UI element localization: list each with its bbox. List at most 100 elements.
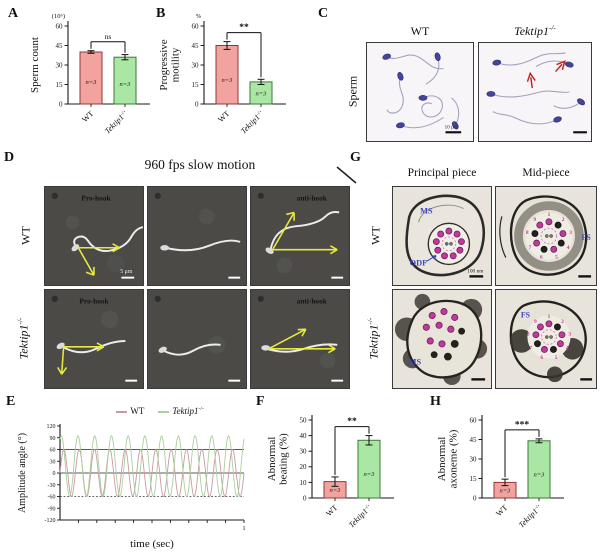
dark-clumps: [430, 327, 466, 361]
svg-text:beating (%): beating (%): [278, 433, 290, 485]
svg-text:1: 1: [548, 212, 551, 218]
panel-a-label: A: [8, 6, 19, 21]
panel-g-ko-principal: MS: [392, 289, 492, 389]
svg-text:60: 60: [470, 416, 478, 424]
scale-bar: [228, 276, 241, 279]
sperm-flagellum: [269, 211, 340, 250]
scale-bar: [445, 131, 462, 134]
panel-c-row-label: Sperm: [345, 75, 360, 108]
sperm-ko-image: [486, 52, 587, 134]
disorganized-doublets: [422, 308, 459, 348]
sperm-wt-image: 10 μm: [382, 52, 462, 134]
frame-image: anti-hook: [257, 192, 344, 279]
panel-f-bar-chart: 0 10 20 30 40 50 Abnormal beating (%) n=3 n=3 ** WT…: [266, 404, 406, 550]
scale-bar: [125, 379, 138, 382]
panel-d-ko-antihook-frame: anti-hook: [250, 289, 350, 389]
svg-text:-30: -30: [48, 483, 56, 489]
svg-text:-60: -60: [48, 495, 56, 501]
prohook-label: Pro-hook: [79, 297, 109, 306]
wt-line-swatch: [116, 410, 128, 413]
svg-text:4: 4: [567, 245, 570, 251]
svg-text:4: 4: [566, 346, 569, 352]
antihook-label: anti-hook: [297, 297, 328, 306]
scale-bar: [578, 275, 592, 278]
svg-text:n=3: n=3: [500, 487, 512, 494]
abnormal-sperm-arrows: [526, 60, 566, 89]
scale-bar: [331, 276, 344, 279]
prohook-label: Pro-hook: [81, 194, 111, 203]
svg-text:45: 45: [56, 42, 64, 50]
svg-text:1: 1: [242, 525, 245, 532]
svg-text:3: 3: [569, 230, 572, 236]
odf-arrow: [426, 255, 437, 262]
panel-c-ko-micrograph: [478, 42, 592, 142]
bar: [527, 440, 551, 499]
panel-h-bar-chart: 0 15 30 45 60 Abnormal axoneme (%) n=3 n=3 *** WT T…: [436, 404, 576, 550]
svg-text:15: 15: [470, 475, 478, 483]
panel-g-label: G: [350, 150, 361, 165]
svg-text:Sperm count: Sperm count: [29, 37, 41, 93]
svg-text:n=3: n=3: [534, 471, 546, 478]
svg-text:-120: -120: [45, 518, 56, 524]
svg-text:n=3: n=3: [120, 81, 132, 88]
panel-c-col-wt: WT: [410, 24, 430, 38]
svg-text:6: 6: [540, 255, 543, 261]
panel-c-wt-micrograph: 10 μm: [366, 42, 474, 142]
svg-text:30: 30: [192, 61, 200, 69]
svg-text:Abnormal: Abnormal: [266, 437, 278, 482]
panel-c-label: C: [318, 6, 329, 21]
svg-text:30: 30: [300, 448, 308, 456]
panel-d-ko-prohook-frame: Pro-hook: [44, 289, 144, 389]
svg-text:60: 60: [56, 22, 64, 30]
svg-text:2: 2: [562, 217, 565, 223]
legend-item-wt: WT: [116, 406, 144, 416]
panel-e-label: E: [6, 394, 16, 409]
svg-text:time (sec): time (sec): [130, 538, 174, 550]
panel-d-wt-mid-frame: [147, 186, 247, 286]
panel-g-col2: Mid-piece: [522, 167, 570, 179]
svg-text:1: 1: [548, 314, 551, 320]
svg-text:50: 50: [300, 416, 308, 424]
panel-c-col-ko: Tektip1-/-: [514, 24, 556, 38]
scale-text: 5 μm: [120, 269, 133, 275]
svg-text:8: 8: [526, 230, 529, 236]
panel-h-label: H: [430, 394, 441, 409]
svg-text:Tektip1-/-: Tektip1-/-: [103, 109, 130, 136]
frame-image: Pro-hook: [51, 295, 138, 382]
panel-d-label: D: [4, 150, 15, 165]
svg-text:7: 7: [529, 346, 532, 352]
svg-text:0: 0: [59, 100, 63, 108]
beat-angle-arrows: [268, 328, 336, 354]
sperm-flagellum: [165, 239, 241, 252]
scale-text: 10 μm: [444, 124, 459, 130]
svg-text:n=3: n=3: [330, 487, 342, 494]
panel-g-col1: Principal piece: [407, 167, 477, 179]
svg-text:***: ***: [515, 420, 530, 430]
scale-bar: [331, 379, 344, 382]
panel-d-wt-prohook-frame: Pro-hook 5 μm: [44, 186, 144, 286]
sperm-head: [160, 245, 170, 251]
sperm-tails: [386, 54, 460, 129]
bar-chart-svg: 0 10 20 30 40 50 Abnormal beating (%) n=3 n=3 ** WT…: [266, 415, 394, 530]
svg-text:Abnormal: Abnormal: [436, 437, 448, 482]
svg-text:6: 6: [540, 355, 543, 361]
panel-e-line-chart: -120 -90 -60 -30 0 30 60 90 120 1 Amplitude angle …: [14, 418, 252, 552]
panel-b-bar-chart: 0 15 30 45 60% Progressive motility n=3 n=3 ** WT T…: [158, 10, 298, 156]
membrane-outline: [406, 299, 483, 379]
svg-text:0: 0: [195, 100, 199, 108]
svg-text:Tektip1-/-: Tektip1-/-: [517, 503, 544, 530]
svg-text:15: 15: [192, 81, 200, 89]
svg-text:%: %: [196, 13, 202, 20]
frame-image: [154, 295, 241, 382]
svg-text:Amplitude angle (°): Amplitude angle (°): [17, 433, 28, 513]
svg-text:Progressive: Progressive: [158, 39, 170, 90]
svg-text:3: 3: [568, 331, 571, 337]
scale-bar: [573, 131, 587, 134]
ms-label: MS: [420, 206, 433, 215]
sperm-flagellum: [163, 343, 221, 356]
bar: [79, 51, 103, 105]
svg-text:WT: WT: [80, 109, 95, 124]
